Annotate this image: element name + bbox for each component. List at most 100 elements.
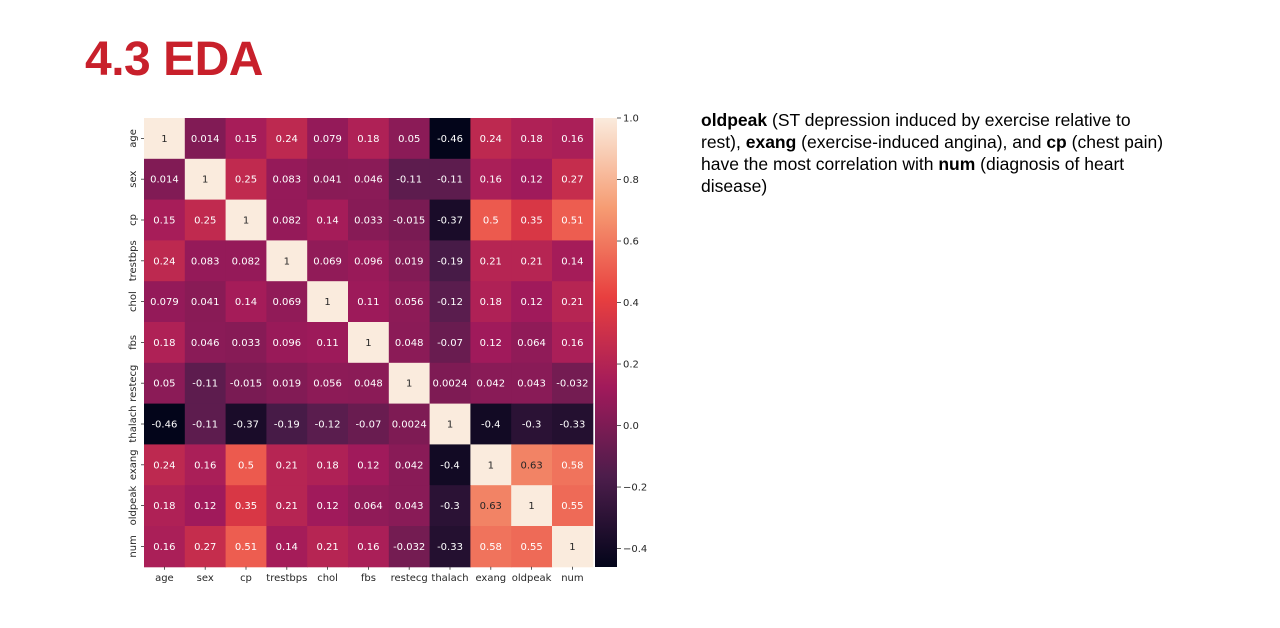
colorbar-tick-label: 0.6 [623, 237, 639, 248]
cell-label: 0.25 [235, 175, 257, 186]
y-tick-label: fbs [128, 335, 139, 350]
heatmap-cell [144, 158, 186, 201]
description: oldpeak (ST depression induced by exerci… [701, 109, 1171, 197]
cell-label: -0.07 [437, 338, 463, 349]
heatmap-cell [184, 199, 227, 241]
heatmap-cell [307, 485, 349, 527]
cell-label: 0.51 [235, 542, 257, 553]
cell-label: 0.21 [316, 542, 338, 553]
heatmap-cell [511, 362, 553, 405]
cell-label: 0.079 [150, 297, 179, 308]
heatmap-cell [348, 403, 390, 445]
x-tick-label: exang [475, 573, 506, 584]
heatmap-cell [307, 444, 349, 486]
heatmap-cell [266, 322, 308, 364]
heatmap-cell [388, 240, 431, 282]
cell-label: 0.056 [313, 379, 342, 390]
x-tick-label: num [561, 573, 583, 584]
heatmap-cell [144, 240, 186, 282]
heatmap-cell [225, 281, 267, 323]
heatmap-cell [225, 362, 267, 405]
cell-label: 0.069 [272, 297, 301, 308]
cell-label: 1 [569, 542, 575, 553]
x-tick-label: oldpeak [512, 573, 552, 584]
heatmap-cell [225, 485, 267, 527]
cell-label: 1 [161, 134, 167, 145]
heatmap-cell [348, 444, 390, 486]
heatmap-cell [429, 281, 471, 323]
x-tick-label: fbs [361, 573, 376, 584]
cell-label: 0.21 [520, 256, 542, 267]
cell-label: 0.21 [561, 297, 583, 308]
cell-label: 0.056 [395, 297, 424, 308]
colorbar-tick-label: −0.2 [623, 483, 647, 494]
heatmap-cell [470, 362, 512, 405]
heatmap-cell [348, 485, 390, 527]
heatmap-cell [144, 485, 186, 527]
heatmap-cell [429, 526, 471, 568]
cell-label: 0.019 [395, 256, 424, 267]
heatmap-cell [307, 322, 349, 364]
x-tick-label: age [155, 573, 174, 584]
heatmap-cell [225, 403, 267, 445]
cell-label: 0.046 [354, 175, 383, 186]
cell-label: 0.079 [313, 134, 342, 145]
cell-label: 0.12 [194, 501, 216, 512]
heatmap-cell [470, 118, 512, 160]
heatmap-cell [429, 322, 471, 364]
cell-label: -0.015 [230, 379, 262, 390]
cell-label: -0.07 [355, 420, 381, 431]
colorbar-tick-label: 0.2 [623, 360, 639, 371]
cell-label: 0.042 [395, 460, 424, 471]
heatmap-cell [511, 526, 553, 568]
cell-label: 0.014 [191, 134, 220, 145]
cell-label: 0.58 [480, 542, 502, 553]
heatmap-cell [388, 322, 431, 364]
cell-label: 0.12 [520, 175, 542, 186]
cell-label: -0.015 [393, 216, 425, 227]
heatmap-cell [429, 362, 471, 405]
heatmap-cell [348, 322, 390, 364]
colorbar [595, 118, 617, 567]
heatmap-cell [388, 526, 431, 568]
cell-label: 0.24 [276, 134, 298, 145]
cell-label: -0.4 [481, 420, 501, 431]
desc-text-4: (diagnosis of heart disease) [701, 154, 1125, 196]
cell-label: 0.16 [357, 542, 379, 553]
cell-label: 1 [243, 216, 249, 227]
cell-label: 0.082 [232, 256, 261, 267]
heatmap-cell [552, 158, 594, 201]
cell-label: 0.35 [235, 501, 257, 512]
cell-label: 0.18 [520, 134, 542, 145]
heatmap-cell [552, 362, 594, 405]
y-tick-label: trestbps [128, 240, 139, 281]
heatmap-cell [184, 240, 227, 282]
heatmap-canvas: 1 0.014 0.15 0.24 0.079 0.18 0.05 -0.46 0.24 0.18… [128, 114, 647, 584]
y-tick-label: num [128, 535, 139, 557]
cell-label: 0.048 [354, 379, 383, 390]
heatmap-cell [552, 526, 594, 568]
y-tick-label: oldpeak [128, 486, 139, 526]
heatmap-cell [348, 118, 390, 160]
heatmap-cell [511, 444, 553, 486]
x-tick-label: trestbps [266, 573, 307, 584]
cell-label: 0.63 [520, 460, 542, 471]
cell-label: -0.37 [233, 420, 259, 431]
cell-label: 0.51 [561, 216, 583, 227]
heatmap-cell [225, 118, 267, 160]
cell-label: 0.16 [561, 338, 583, 349]
heatmap-cell [266, 281, 308, 323]
cell-label: -0.3 [522, 420, 542, 431]
heatmap-cell [144, 322, 186, 364]
cell-label: 0.27 [561, 175, 583, 186]
cell-label: -0.19 [437, 256, 463, 267]
cell-label: 0.55 [561, 501, 583, 512]
heatmap-cell [184, 281, 227, 323]
y-tick-label: cp [128, 214, 139, 226]
heatmap-cell [307, 526, 349, 568]
heatmap-cell [470, 281, 512, 323]
heatmap-cell [266, 199, 308, 241]
heatmap-cell [266, 403, 308, 445]
term-exang: exang [745, 132, 797, 152]
cell-label: 0.019 [272, 379, 301, 390]
